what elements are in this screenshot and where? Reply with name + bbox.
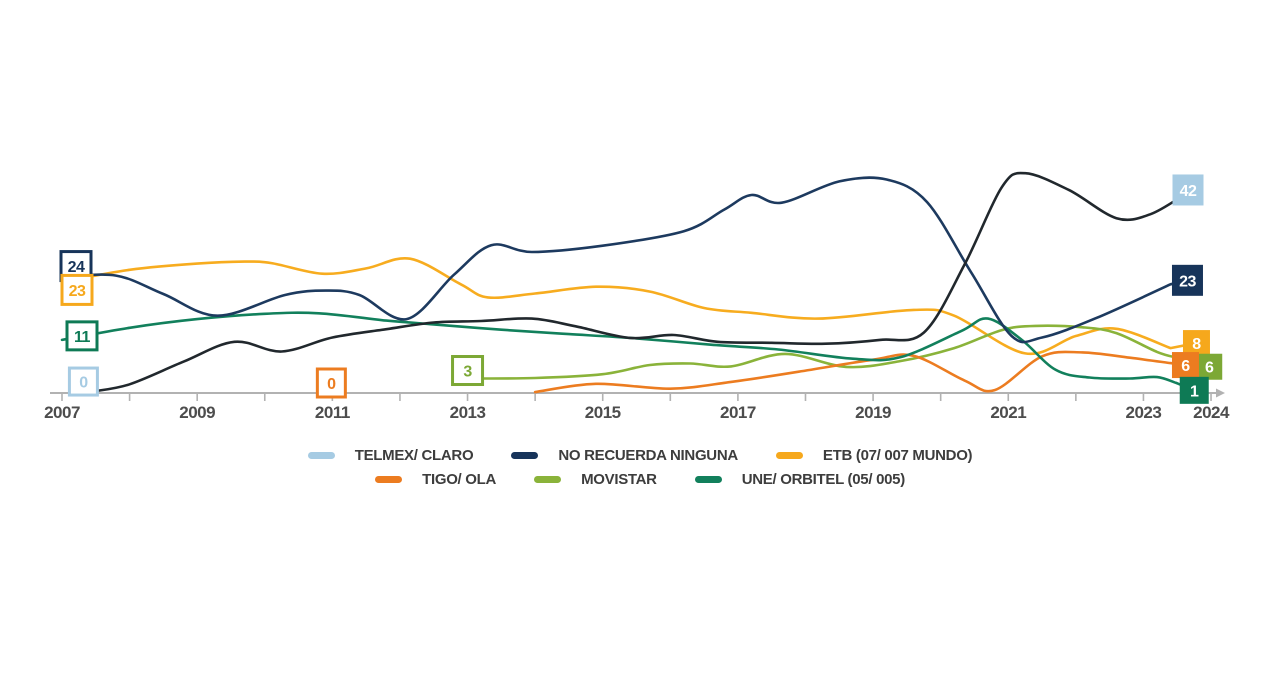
legend-label-tigo: TIGO/ OLA — [422, 471, 497, 488]
legend-item-no_recuerda: NO RECUERDA NINGUNA — [511, 447, 738, 464]
start-value-label-etb: 23 — [69, 283, 86, 300]
x-axis-year-label-2024: 2024 — [1193, 403, 1230, 422]
legend-item-etb: ETB (07/ 007 MUNDO) — [775, 447, 973, 464]
end-value-box-tigo — [1171, 352, 1199, 379]
end-value-box-movistar — [1196, 353, 1223, 380]
x-axis-year-label-2023: 2023 — [1126, 403, 1162, 422]
legend-swatch-icon-movistar — [534, 476, 562, 483]
x-axis-year-label-2011: 2011 — [315, 403, 350, 422]
x-axis-year-label-2017: 2017 — [720, 403, 756, 422]
x-axis-year-label-2007: 2007 — [44, 403, 80, 422]
legend-item-tigo: TIGO/ OLA — [375, 471, 496, 488]
end-value-box-telmex_claro — [1172, 174, 1204, 206]
start-value-label-tigo: 0 — [327, 376, 336, 393]
end-value-box-etb — [1182, 330, 1210, 357]
legend-swatch-icon-une — [694, 476, 722, 483]
legend-label-une: UNE/ ORBITEL (05/ 005) — [741, 471, 905, 488]
legend-row-2: TIGO/ OLA MOVISTAR UNE/ ORBITEL (05/ 005) — [375, 471, 905, 488]
legend-row-1: TELMEX/ CLARO NO RECUERDA NINGUNA ETB (07/… — [307, 447, 973, 464]
series-line-tigo — [533, 350, 1187, 394]
series-line-etb — [60, 256, 1198, 356]
series-line-telmex_claro — [82, 171, 1190, 393]
start-value-box-telmex_claro — [67, 366, 99, 397]
start-value-label-une: 11 — [74, 329, 91, 346]
x-axis-year-label-2013: 2013 — [450, 403, 486, 422]
start-value-label-movistar: 3 — [463, 364, 472, 381]
x-axis-year-label-2019: 2019 — [855, 403, 891, 422]
chart-legend: TELMEX/ CLARO NO RECUERDA NINGUNA ETB (07/… — [0, 447, 1280, 488]
legend-swatch-icon-tigo — [375, 476, 403, 483]
start-value-box-movistar — [451, 355, 485, 387]
legend-item-movistar: MOVISTAR — [534, 471, 657, 488]
x-axis-year-label-2021: 2021 — [990, 403, 1026, 422]
legend-label-etb: ETB (07/ 007 MUNDO) — [822, 447, 973, 464]
legend-item-telmex_claro: TELMEX/ CLARO — [307, 447, 474, 464]
end-value-box-une — [1179, 376, 1209, 404]
end-value-box-no_recuerda — [1171, 264, 1203, 296]
start-value-box-etb — [60, 273, 94, 306]
end-value-label-movistar: 6 — [1205, 360, 1214, 377]
end-value-label-une: 1 — [1190, 383, 1199, 400]
legend-label-telmex_claro: TELMEX/ CLARO — [354, 447, 474, 464]
legend-label-movistar: MOVISTAR — [581, 471, 657, 488]
x-axis-year-label-2009: 2009 — [179, 403, 215, 422]
start-value-label-telmex_claro: 0 — [79, 375, 88, 392]
legend-label-no_recuerda: NO RECUERDA NINGUNA — [558, 447, 738, 464]
x-axis-year-label-2015: 2015 — [585, 403, 621, 422]
series-line-no_recuerda — [60, 176, 1189, 344]
end-value-label-no_recuerda: 23 — [1179, 273, 1196, 290]
start-value-box-tigo — [315, 367, 347, 399]
series-line-movistar — [466, 324, 1211, 380]
series-line-une — [60, 311, 1196, 392]
legend-swatch-icon-etb — [775, 452, 803, 459]
start-value-label-no_recuerda: 24 — [68, 259, 85, 276]
end-value-label-tigo: 6 — [1181, 358, 1190, 375]
end-value-label-etb: 8 — [1192, 336, 1201, 353]
end-value-label-telmex_claro: 42 — [1180, 183, 1197, 200]
start-value-box-une — [65, 320, 99, 352]
legend-swatch-icon-no_recuerda — [511, 452, 539, 459]
legend-item-une: UNE/ ORBITEL (05/ 005) — [694, 471, 905, 488]
x-axis-arrow-icon — [1216, 388, 1225, 398]
legend-swatch-icon-telmex_claro — [307, 452, 335, 459]
